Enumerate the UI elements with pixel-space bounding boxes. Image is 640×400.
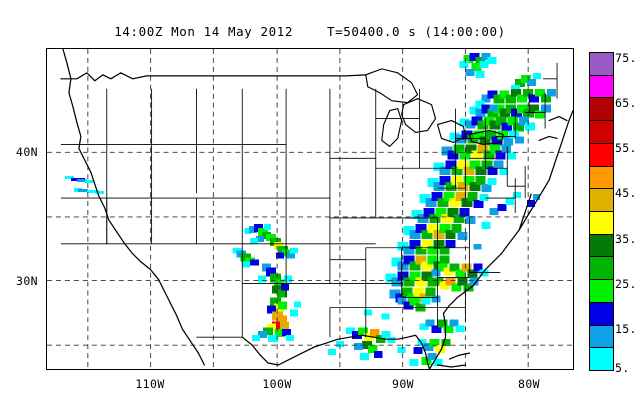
- colorbar-swatch-20: [590, 302, 613, 326]
- coastline-layer: [60, 49, 573, 369]
- y-tick-40n: 40N: [16, 145, 38, 159]
- title-timestamp: 14:00Z Mon 14 May 2012: [114, 23, 293, 39]
- y-tick-30n: 30N: [16, 274, 38, 288]
- colorbar-swatch-50: [590, 166, 613, 190]
- x-tick-90w: 90W: [392, 377, 414, 391]
- colorbar-swatch-55: [590, 143, 613, 167]
- x-tick-110w: 110W: [135, 377, 165, 391]
- graticule-layer: [47, 49, 573, 369]
- colorbar-swatch-45: [590, 189, 613, 213]
- colorbar-tick-15: 15.: [615, 322, 637, 336]
- great-lakes-layer: [365, 68, 504, 147]
- echo-sierra-nevada: [64, 176, 104, 195]
- colorbar-swatch-10: [590, 348, 613, 371]
- colorbar-tick-5: 5.: [615, 361, 630, 375]
- echo-southeast: [327, 263, 489, 367]
- colorbar-swatch-15: [590, 325, 613, 349]
- reflectivity-colorbar: [589, 52, 614, 371]
- colorbar-swatch-25: [590, 280, 613, 303]
- colorbar-swatch-60: [590, 121, 613, 144]
- echo-west-texas: [232, 223, 302, 343]
- colorbar-swatch-70: [590, 75, 613, 99]
- colorbar-tick-35: 35.: [615, 232, 637, 246]
- colorbar-swatch-75: [590, 53, 613, 76]
- x-tick-80w: 80W: [518, 377, 540, 391]
- colorbar-swatch-40: [590, 212, 613, 235]
- map-plot-frame: [46, 48, 574, 370]
- echo-great-lakes: [459, 52, 498, 112]
- colorbar-swatch-65: [590, 98, 613, 122]
- colorbar-swatch-35: [590, 234, 613, 258]
- colorbar-tick-45: 45.: [615, 186, 637, 200]
- title-model-time: T=50400.0 s (14:00:00): [327, 23, 506, 39]
- colorbar-tick-55: 55.: [615, 141, 637, 155]
- colorbar-tick-75: 75.: [615, 51, 637, 65]
- colorbar-tick-65: 65.: [615, 96, 637, 110]
- x-tick-100w: 100W: [262, 377, 292, 391]
- plot-title: 14:00Z Mon 14 May 2012 T=50400.0 s (14:0…: [46, 20, 574, 42]
- colorbar-swatch-30: [590, 257, 613, 281]
- radar-map-canvas: [47, 49, 573, 369]
- echo-mid-atlantic: [385, 72, 557, 303]
- radar-echo-layer: [64, 52, 557, 367]
- colorbar-tick-labels: 75. 65. 55. 45. 35. 25. 15. 5.: [615, 51, 640, 375]
- state-borders-layer: [60, 62, 558, 338]
- colorbar-tick-25: 25.: [615, 277, 637, 291]
